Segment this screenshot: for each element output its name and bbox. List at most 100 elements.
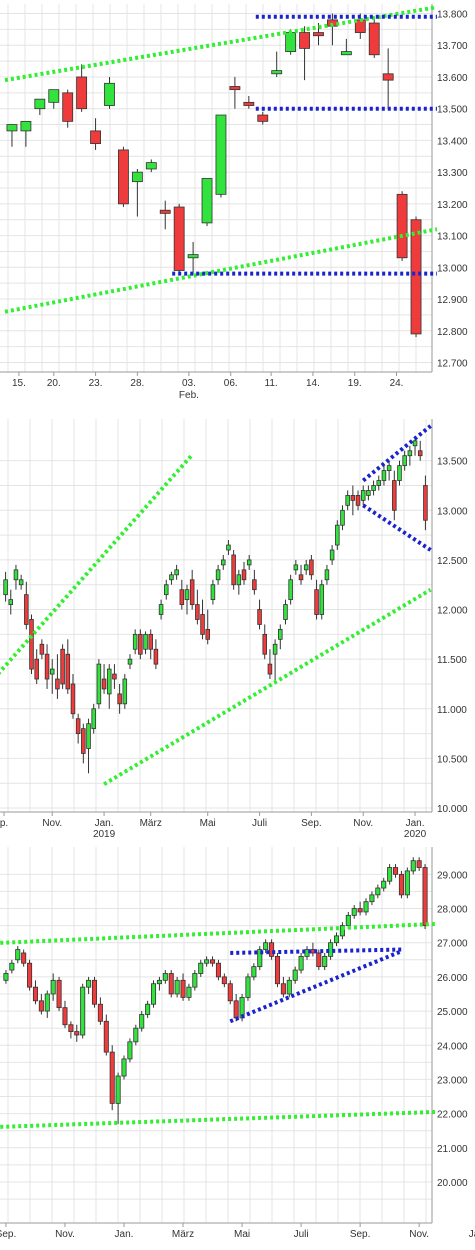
candle-body — [139, 1014, 145, 1029]
candle-body — [246, 559, 252, 566]
candle-down — [422, 864, 428, 930]
candle-up — [340, 38, 352, 56]
candle-down — [34, 649, 39, 684]
candle-up — [288, 574, 293, 605]
y-tick-label: 13.500 — [437, 105, 468, 116]
x-tick-label: 14. — [306, 378, 320, 389]
candle-body — [62, 92, 74, 122]
x-tick-label: Juli — [294, 1229, 309, 1240]
chart-panel-intraday: 13.800 13.700 13.600 13.500 13.400 13.300 13.2… — [0, 0, 475, 410]
y-tick-label: 13.000 — [437, 263, 468, 274]
candle-body — [271, 70, 283, 75]
chart-panel-daily: 13.500 13.000 12.500 12.000 11.500 11.000 10.5… — [0, 415, 475, 840]
candle-body — [299, 32, 310, 49]
x-tick-label: 24. — [390, 378, 404, 389]
candle-body — [423, 485, 428, 521]
candle-body — [351, 908, 357, 916]
chart-panel-weekly: 29.000 28.000 27.000 26.000 25.000 24.000 23.0… — [0, 843, 475, 1250]
candle-up — [133, 1024, 139, 1046]
candle-up — [48, 89, 60, 109]
candle-up — [20, 120, 32, 147]
x-tick-label: Sep. — [0, 1229, 16, 1240]
candle-down — [393, 864, 399, 878]
candle-body — [112, 673, 117, 680]
candle-down — [423, 475, 428, 531]
x-tick-label: Nov. — [353, 818, 373, 829]
candle-up — [351, 905, 357, 919]
candle-up — [96, 659, 102, 709]
candle-down — [210, 956, 216, 967]
candle-down — [117, 683, 122, 714]
candle-down — [159, 200, 171, 230]
candle-body — [375, 887, 381, 896]
candle-down — [257, 599, 262, 630]
candle-down — [398, 870, 404, 899]
candle-down — [118, 146, 129, 208]
candle-up — [371, 480, 376, 496]
candle-body — [236, 574, 242, 586]
candle-up — [381, 465, 387, 486]
candle-up — [91, 703, 96, 734]
candlestick-chart-3: 29.000 28.000 27.000 26.000 25.000 24.000 23.0… — [0, 847, 475, 1240]
candle-body — [3, 973, 9, 981]
candle-down — [309, 554, 314, 580]
x-tick-label: Jan. — [406, 818, 425, 829]
candle-down — [355, 490, 361, 511]
candle-body — [38, 1000, 44, 1012]
candle-down — [32, 980, 38, 1005]
candle-down — [410, 216, 422, 338]
x-tick-label: 11. — [265, 378, 278, 389]
candle-down — [27, 959, 33, 991]
candle-body — [422, 867, 428, 927]
candle-body — [192, 973, 198, 988]
candle-body — [173, 206, 185, 271]
candle-down — [179, 579, 185, 610]
candle-body — [404, 870, 410, 896]
candle-down — [205, 609, 210, 645]
y-tick-label: 12.000 — [437, 606, 468, 617]
candle-up — [186, 983, 192, 1001]
y-tick-label: 24.000 — [437, 1041, 468, 1052]
candle-down — [101, 664, 107, 694]
candle-body — [335, 524, 340, 546]
x-tick-label: März — [140, 818, 162, 829]
candle-body — [285, 32, 297, 52]
candle-body — [368, 22, 380, 56]
y-tick-label: 20.000 — [437, 1178, 468, 1189]
x-tick-sublabel: 2020 — [404, 829, 427, 840]
candle-body — [251, 966, 257, 978]
x-tick-label: März — [172, 1229, 194, 1240]
candle-down — [74, 1024, 80, 1042]
candle-body — [319, 584, 325, 615]
y-tick-label: 28.000 — [437, 905, 468, 916]
candle-body — [345, 495, 350, 506]
candle-body — [48, 89, 60, 103]
candle-up — [121, 1055, 127, 1080]
candle-body — [227, 983, 233, 1002]
candle-down — [62, 1000, 68, 1029]
y-tick-label: 23.000 — [437, 1075, 468, 1086]
annotation-lines — [0, 921, 437, 1129]
candle-up — [150, 980, 157, 1008]
candle-body — [180, 979, 186, 998]
candle-body — [9, 962, 15, 971]
y-tick-label: 13.500 — [437, 457, 468, 468]
candle-body — [210, 959, 216, 964]
candle-down — [416, 857, 422, 871]
candle-down — [44, 644, 50, 689]
candle-up — [319, 579, 325, 620]
candle-down — [221, 973, 227, 988]
trend-line-green — [0, 453, 194, 675]
candle-body — [60, 648, 65, 685]
candle-up — [226, 540, 231, 555]
candle-up — [18, 574, 24, 590]
candle-body — [286, 979, 292, 995]
candle-down — [274, 952, 281, 988]
candle-up — [271, 51, 283, 77]
candle-body — [179, 589, 185, 605]
candle-body — [292, 969, 298, 981]
candle-down — [257, 111, 269, 125]
x-tick-label: 03. — [182, 378, 196, 389]
candle-body — [205, 628, 210, 640]
candle-down — [148, 629, 153, 660]
